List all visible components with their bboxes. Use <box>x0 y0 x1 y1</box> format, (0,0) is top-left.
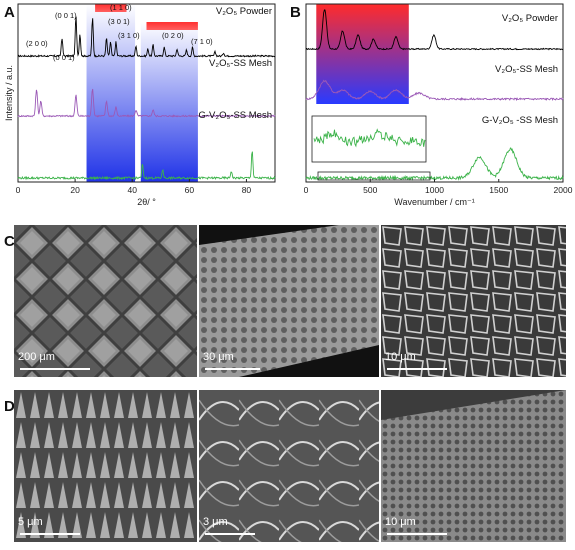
series-label: V₂O₅-SS Mesh <box>209 58 272 69</box>
scale-label: 30 μm <box>203 351 234 363</box>
scale-label: 200 μm <box>18 351 55 363</box>
peak-label: (7 1 0) <box>191 37 213 46</box>
series-label: G-V₂O₅ -SS Mesh <box>482 115 558 126</box>
nanosheet-texture <box>381 225 566 377</box>
panel-letter-b: B <box>290 4 301 21</box>
series-line <box>17 88 276 118</box>
raman-chart: V₂O₅ Powder V₂O₅-SS Mesh G-V₂O₅ -SS Mesh 0 5… <box>304 3 573 207</box>
highlight-band <box>140 22 198 182</box>
scale-label: 10 μm <box>385 516 416 528</box>
sem-image-c1: 200 μm <box>14 225 197 377</box>
sem-image-c2: 30 μm <box>199 225 379 377</box>
series-line <box>306 9 564 51</box>
highlight-band <box>86 4 136 182</box>
x-axis-label: 2θ/ ° <box>137 197 156 207</box>
series-line <box>305 79 564 102</box>
panel-letter-c: C <box>4 233 15 250</box>
x-tick-label: 20 <box>70 185 80 195</box>
scale-label: 10 μm <box>385 351 416 363</box>
scale-label: 3 μm <box>203 516 228 528</box>
series-line <box>17 151 276 181</box>
panel-letter-a: A <box>4 4 15 21</box>
x-axis-label: Wavenumber / cm⁻¹ <box>394 197 474 207</box>
peak-label: (1 1 0) <box>110 3 132 12</box>
sem-image-d2: 3 μm <box>199 390 379 542</box>
series-label: V₂O₅-SS Mesh <box>495 64 558 75</box>
series-line <box>17 16 276 58</box>
cylinder-texture <box>381 390 566 542</box>
highlight-band <box>146 22 198 30</box>
xrd-chart: V₂O₅ Powder V₂O₅-SS Mesh G-V₂O₅-SS Mesh 0 20… <box>4 3 276 207</box>
highlight-band <box>316 4 409 104</box>
woven-mesh-pattern <box>14 225 197 377</box>
x-tick-label: 60 <box>185 185 195 195</box>
x-tick-label: 2000 <box>554 185 573 195</box>
x-tick-label: 0 <box>304 185 309 195</box>
x-tick-label: 500 <box>363 185 377 195</box>
inset-box <box>311 115 427 163</box>
peak-label: (2 0 0) <box>26 39 48 48</box>
x-tick-label: 80 <box>242 185 252 195</box>
series-label: V₂O₅ Powder <box>502 13 558 24</box>
peak-label: (0 2 0) <box>162 31 184 40</box>
y-axis-label: Intensity / a.u. <box>4 65 14 121</box>
wrinkled-sheet-texture <box>199 390 379 542</box>
plot-frame <box>17 3 276 183</box>
series-line <box>305 147 564 182</box>
x-tick-label: 1000 <box>425 185 444 195</box>
series-label: G-V₂O₅-SS Mesh <box>199 110 273 121</box>
peak-label: (3 1 0) <box>118 31 140 40</box>
peak-label: (0 0 1) <box>55 11 77 20</box>
x-tick-label: 0 <box>16 185 21 195</box>
peak-label: (3 0 1) <box>108 17 130 26</box>
sem-image-d3: 10 μm <box>381 390 566 542</box>
zoom-box <box>317 171 431 181</box>
flake-texture <box>14 390 197 542</box>
sem-image-d1: 5 μm <box>14 390 197 542</box>
peak-label: (0 0 1) <box>53 53 75 62</box>
sem-image-c3: 10 μm <box>381 225 566 377</box>
scale-label: 5 μm <box>18 516 43 528</box>
x-tick-label: 40 <box>127 185 137 195</box>
series-label: V₂O₅ Powder <box>216 6 272 17</box>
highlight-band <box>95 4 127 12</box>
panel-letter-d: D <box>4 398 15 415</box>
x-tick-label: 1500 <box>489 185 508 195</box>
fiber-texture <box>199 225 379 377</box>
inset-series-line <box>313 128 426 148</box>
